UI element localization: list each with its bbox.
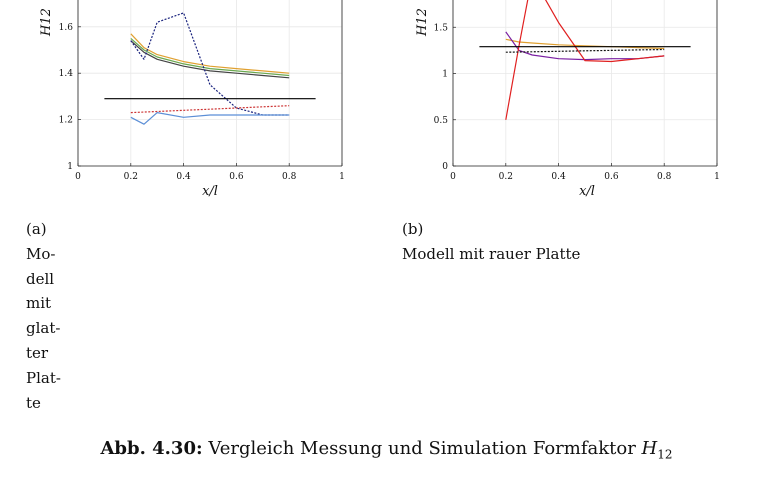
series-line <box>130 105 290 114</box>
subfigure-a-tag: (a) <box>26 220 47 238</box>
x-tick-label: 1 <box>339 172 345 182</box>
chart-b: 0 0.2 0.4 0.6 0.8 1 0 0.5 1 1.5 x/l H12 <box>415 0 720 199</box>
x-tick-label: 0.6 <box>229 172 244 182</box>
x-axis-label: x/l <box>202 184 218 199</box>
y-tick-label: 1.4 <box>59 69 74 79</box>
subfigure-b-tag: (b) <box>402 220 424 238</box>
x-tick-label: 0.4 <box>176 172 191 182</box>
y-tick-label: 0.5 <box>434 116 449 126</box>
subfigure-b-line: Modell mit rauer Platte <box>402 244 581 263</box>
y-tick-label: 1 <box>67 162 73 172</box>
series-line <box>505 38 665 50</box>
x-tick-label: 1 <box>714 172 720 182</box>
subfigure-a-line: te <box>26 393 41 412</box>
x-tick-label: 0.8 <box>282 172 297 182</box>
y-axis-label: H12 <box>415 8 430 37</box>
x-tick-label: 0.6 <box>604 172 619 182</box>
series-line <box>130 111 290 125</box>
subfigure-a-line: glat- <box>26 319 61 338</box>
subfigure-a-caption: (a) Mo- dell mit glat- ter Plat- te <box>26 217 74 415</box>
x-tick-label: 0.4 <box>551 172 566 182</box>
y-axis-label: H12 <box>39 8 54 37</box>
subfigure-b-caption: (b) Modell mit rauer Platte <box>402 217 732 267</box>
y-tick-label: 0 <box>442 162 448 172</box>
x-tick-label: 0.2 <box>499 172 513 182</box>
x-axis-label: x/l <box>579 184 595 199</box>
x-tick-label: 0.2 <box>124 172 138 182</box>
series-line <box>130 12 290 116</box>
subfigure-a-line: dell <box>26 269 55 288</box>
subfigure-a-line: ter <box>26 343 49 362</box>
figure-caption: Abb. 4.30: Vergleich Messung und Simulat… <box>0 438 773 462</box>
caption-label: Abb. 4.30: <box>100 438 203 459</box>
series-line <box>130 33 290 74</box>
y-tick-label: 1.2 <box>59 116 73 126</box>
series-line <box>130 37 290 77</box>
series-line <box>130 40 290 79</box>
series-line <box>505 48 665 53</box>
y-tick-label: 1.6 <box>59 23 74 33</box>
x-tick-label: 0 <box>75 172 81 182</box>
caption-subscript: 12 <box>657 447 673 462</box>
series-line <box>505 0 665 120</box>
y-tick-label: 1 <box>442 70 448 80</box>
caption-text: Vergleich Messung und Simulation Formfak… <box>208 438 642 459</box>
subfigure-a-line: mit <box>26 294 52 313</box>
caption-symbol: H <box>641 438 658 459</box>
subfigure-a-line: Plat- <box>26 368 61 387</box>
subfigure-a-line: Mo- <box>26 244 56 263</box>
x-tick-label: 0.8 <box>657 172 672 182</box>
x-tick-label: 0 <box>450 172 456 182</box>
y-tick-label: 1.5 <box>434 23 449 33</box>
